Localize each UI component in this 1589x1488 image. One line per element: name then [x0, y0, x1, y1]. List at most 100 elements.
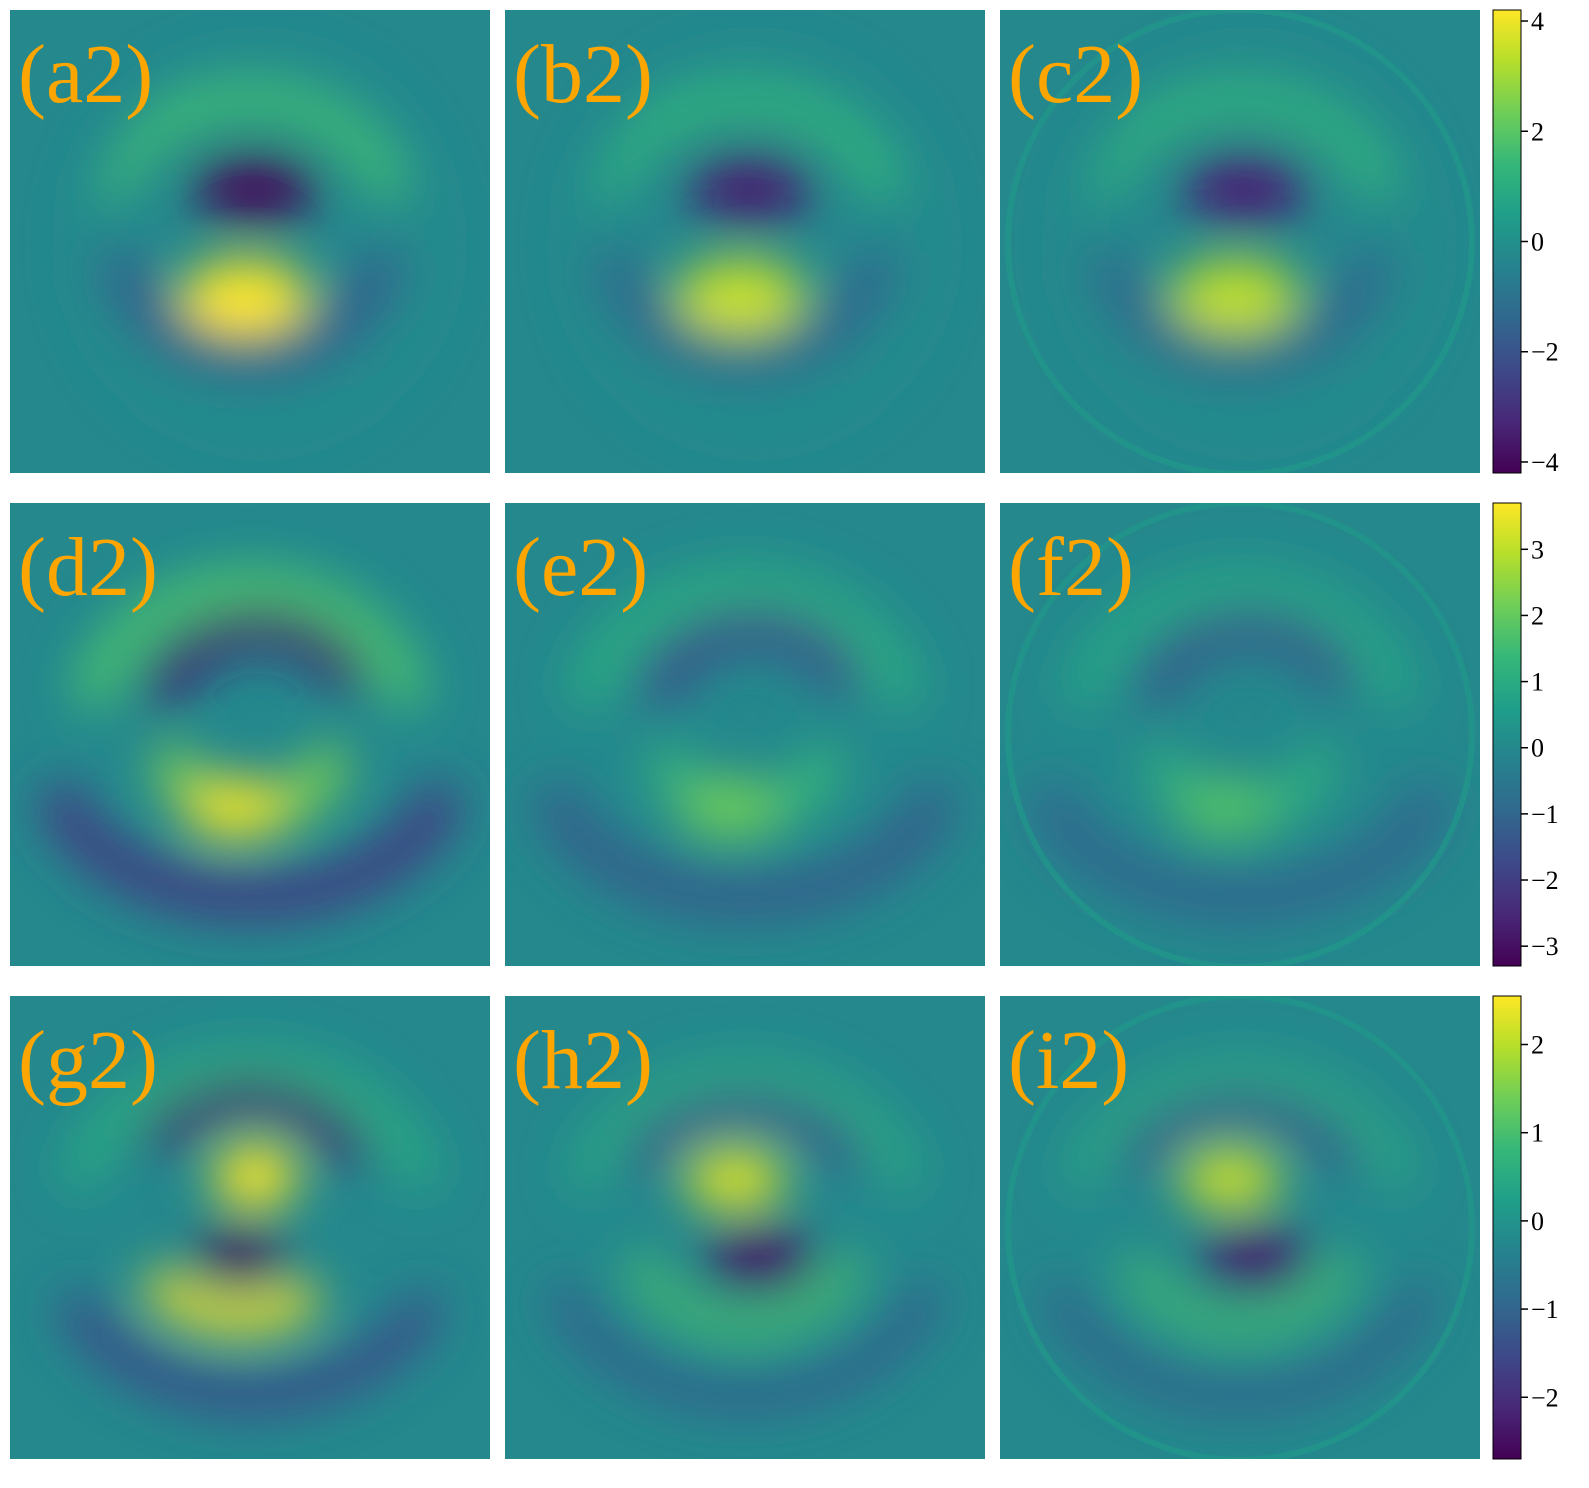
- heatmap-feature-a2-3: [180, 260, 310, 336]
- edge-artifact-i2: [1005, 996, 1475, 1459]
- row-3: (g2) (h2) (i2) 2 1 0 −1 −2: [10, 995, 1559, 1460]
- heatmap-feature-b2-1: [593, 249, 897, 376]
- colorbar-3-tick-label-4: −2: [1531, 1383, 1559, 1412]
- heatmap-feature-f2-4: [1175, 778, 1275, 838]
- heatmap-feature-d2-2: [147, 608, 366, 707]
- heatmap-feature-a2-2: [193, 156, 317, 224]
- panel-label-b2: (b2): [513, 28, 653, 121]
- heatmap-feature-i2-0: [1064, 1060, 1416, 1191]
- edge-artifact-f2: [1005, 503, 1475, 966]
- colorbar-2-tick-label-0: 3: [1531, 535, 1544, 564]
- heatmap-feature-e2-4: [680, 778, 780, 838]
- colorbar-1-ticks: 4 2 0 −2 −4: [1521, 7, 1559, 477]
- panel-i2: (i2): [1000, 996, 1480, 1459]
- heatmap-feature-h2-1: [627, 1092, 863, 1170]
- heatmap-feature-e2-1: [534, 783, 956, 921]
- heatmap-features-i2: [1005, 996, 1475, 1459]
- heatmap-feature-i2-4: [1121, 1253, 1359, 1341]
- colorbar-3-tick-label-1: 1: [1531, 1119, 1544, 1148]
- heatmap-feature-h2-4: [626, 1253, 864, 1341]
- row-1: (a2) (b2) (c2) 4 2 0 −2 −4: [10, 7, 1559, 477]
- colorbar-1-tick-label-1: 2: [1531, 117, 1544, 146]
- heatmap-feature-g2-4: [195, 1230, 285, 1282]
- colorbar-2-tick-label-2: 1: [1531, 668, 1544, 697]
- panel-e2: (e2): [505, 503, 985, 966]
- heatmap-feature-c2-1: [1088, 249, 1392, 376]
- heatmap-feature-h2-3: [705, 1228, 815, 1288]
- heatmap-feature-g2-0: [63, 1048, 437, 1189]
- panel-label-g2: (g2): [18, 1014, 158, 1107]
- panel-a2: (a2): [10, 10, 490, 473]
- panel-f2: (f2): [1000, 503, 1480, 966]
- panel-d2: (d2): [10, 503, 490, 966]
- panel-label-i2: (i2): [1008, 1014, 1129, 1107]
- heatmap-feature-h2-5: [548, 1282, 942, 1411]
- heatmap-feature-e2-0: [567, 565, 923, 710]
- row-2: (d2) (e2) (f2) 3 2 1 0 −1 −2 −3: [10, 502, 1559, 967]
- colorbar-3-gradient: [1492, 995, 1522, 1460]
- colorbar-1-tick-label-0: 4: [1531, 7, 1544, 36]
- heatmap-feature-c2-0: [1083, 79, 1397, 203]
- heatmap-feature-b2-4: [571, 51, 939, 439]
- heatmap-feature-d2-1: [39, 783, 461, 921]
- heatmap-features-d2: [39, 565, 461, 921]
- heatmap-features-c2: [1005, 10, 1475, 473]
- heatmap-feature-f2-0: [1062, 565, 1418, 710]
- heatmap-features-h2: [548, 1060, 942, 1411]
- heatmap-feature-g2-6: [59, 1293, 441, 1414]
- panel-label-f2: (f2): [1008, 521, 1134, 614]
- heatmap-feature-c2-2: [1183, 156, 1307, 224]
- heatmap-feature-i2-5: [1043, 1282, 1437, 1411]
- colorbar-1-tick-label-4: −4: [1531, 448, 1559, 477]
- heatmap-features-a2: [76, 51, 444, 439]
- panel-label-h2: (h2): [513, 1014, 653, 1107]
- heatmap-feature-h2-2: [685, 1149, 785, 1209]
- heatmap-features-e2: [534, 565, 956, 921]
- heatmap-feature-b2-2: [688, 156, 812, 224]
- panel-label-d2: (d2): [18, 521, 158, 614]
- colorbar-2-gradient: [1492, 502, 1522, 967]
- panel-label-e2: (e2): [513, 521, 648, 614]
- heatmap-feature-f2-2: [1137, 608, 1356, 707]
- heatmap-feature-i2-2: [1180, 1149, 1280, 1209]
- heatmap-features-g2: [59, 1048, 441, 1414]
- heatmap-feature-i2-1: [1122, 1092, 1358, 1170]
- heatmap-feature-g2-3: [213, 1144, 297, 1208]
- colorbar-row-2: 3 2 1 0 −1 −2 −3: [1492, 502, 1559, 967]
- heatmap-features-b2: [571, 51, 939, 439]
- colorbar-row-3: 2 1 0 −1 −2: [1492, 995, 1559, 1460]
- heatmap-feature-a2-4: [76, 51, 444, 439]
- panel-b2: (b2): [505, 10, 985, 473]
- heatmap-feature-i2-3: [1200, 1228, 1310, 1288]
- panel-label-a2: (a2): [18, 28, 153, 121]
- heatmap-feature-b2-0: [588, 79, 902, 203]
- heatmap-feature-a2-0: [93, 79, 407, 203]
- heatmap-feature-c2-4: [1066, 51, 1434, 439]
- panel-g2: (g2): [10, 996, 490, 1459]
- colorbar-1-gradient: [1492, 9, 1522, 474]
- heatmap-feature-c2-3: [1170, 260, 1300, 336]
- heatmap-feature-g2-5: [145, 1270, 318, 1334]
- heatmap-feature-h2-0: [569, 1060, 921, 1191]
- heatmap-feature-g2-1: [145, 1080, 366, 1167]
- colorbar-3-tick-label-0: 2: [1531, 1031, 1544, 1060]
- colorbar-2-tick-label-1: 2: [1531, 601, 1544, 630]
- colorbar-2-ticks: 3 2 1 0 −1 −2 −3: [1521, 535, 1559, 961]
- colorbar-2-tick-label-6: −3: [1531, 932, 1559, 961]
- edge-artifact-c2: [1005, 10, 1475, 473]
- colorbar-1-tick-label-2: 0: [1531, 228, 1544, 257]
- colorbar-3-ticks: 2 1 0 −1 −2: [1521, 1031, 1559, 1412]
- heatmap-feature-d2-0: [72, 565, 428, 710]
- heatmap-feature-a2-1: [98, 249, 402, 376]
- heatmap-feature-d2-4: [185, 778, 285, 838]
- panel-h2: (h2): [505, 996, 985, 1459]
- colorbar-2-tick-label-5: −2: [1531, 866, 1559, 895]
- colorbar-3-tick-label-3: −1: [1531, 1295, 1559, 1324]
- heatmap-features-f2: [1005, 503, 1475, 966]
- colorbar-row-1: 4 2 0 −2 −4: [1492, 7, 1559, 477]
- colorbar-2-tick-label-3: 0: [1531, 734, 1544, 763]
- heatmap-feature-f2-1: [1029, 783, 1451, 921]
- colorbar-2-tick-label-4: −1: [1531, 800, 1559, 829]
- panel-c2: (c2): [1000, 10, 1480, 473]
